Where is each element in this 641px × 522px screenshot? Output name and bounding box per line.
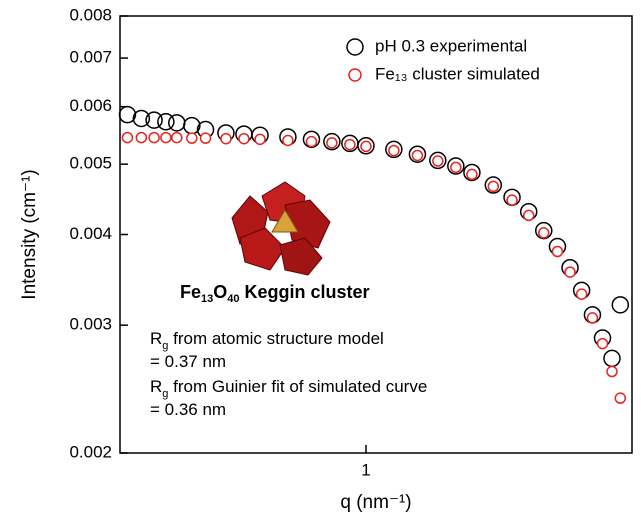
annotation-text: O: [213, 282, 227, 302]
data-point: [122, 133, 132, 143]
data-point: [552, 246, 562, 256]
y-tick-label: 0.007: [69, 48, 112, 67]
data-point: [577, 289, 587, 299]
data-point: [412, 150, 422, 160]
y-tick-label: 0.006: [69, 96, 112, 115]
data-point: [283, 135, 293, 145]
data-point: [136, 133, 146, 143]
data-point: [433, 156, 443, 166]
data-point: [488, 181, 498, 191]
y-tick-label: 0.003: [69, 315, 112, 334]
data-point: [161, 133, 171, 143]
annotation-text: from Guinier fit of simulated curve: [168, 377, 427, 396]
annotation-text: = 0.36 nm: [150, 400, 226, 419]
x-axis-label: q (nm⁻¹): [340, 492, 411, 513]
y-axis-label: Intensity (cm⁻¹): [19, 169, 40, 299]
legend-label: pH 0.3 experimental: [375, 36, 527, 55]
data-point: [524, 210, 534, 220]
data-point: [239, 134, 249, 144]
y-tick-label: 0.005: [69, 154, 112, 173]
data-point: [607, 367, 617, 377]
annotation: Rg from Guinier fit of simulated curve: [150, 377, 427, 399]
legend-marker: [349, 69, 361, 81]
x-tick-label: 1: [361, 460, 370, 479]
annotation-text: from atomic structure model: [168, 329, 383, 348]
legend-marker: [347, 39, 363, 55]
annotation: Rg from atomic structure model: [150, 329, 384, 351]
data-point: [587, 313, 597, 323]
chart: 0.002 0.003 0.004 0.005 0.006 0.007 0.008 1 q (n…: [0, 0, 641, 522]
data-point: [361, 141, 371, 151]
data-point: [565, 267, 575, 277]
y-tick-label: 0.008: [69, 5, 112, 24]
data-point: [169, 115, 185, 131]
data-point: [598, 339, 608, 349]
data-point: [172, 133, 182, 143]
annotation-text: = 0.37 nm: [150, 352, 226, 371]
annotation: = 0.36 nm: [150, 400, 226, 419]
data-point: [507, 195, 517, 205]
data-point: [389, 146, 399, 156]
data-point: [327, 138, 337, 148]
data-point: [306, 137, 316, 147]
annotation-subscript: 13: [201, 293, 213, 305]
data-point: [539, 228, 549, 238]
annotation: Fe13O40 Keggin cluster: [180, 282, 370, 305]
cluster-icon: [232, 182, 330, 275]
annotation: = 0.37 nm: [150, 352, 226, 371]
data-point: [345, 140, 355, 150]
y-tick-label: 0.002: [69, 442, 112, 461]
annotation-text: R: [150, 377, 162, 396]
data-point: [615, 393, 625, 403]
legend-label: Fe₁₃ cluster simulated: [375, 64, 540, 83]
data-point: [221, 134, 231, 144]
data-point: [451, 162, 461, 172]
annotation-text: R: [150, 329, 162, 348]
data-point: [187, 133, 197, 143]
y-tick-label: 0.004: [69, 224, 112, 243]
annotation-text: Fe: [180, 282, 201, 302]
data-point: [604, 350, 620, 366]
data-point: [201, 133, 211, 143]
data-point: [255, 134, 265, 144]
data-point: [612, 297, 628, 313]
data-point: [149, 133, 159, 143]
data-point: [467, 169, 477, 179]
annotation-text: Keggin cluster: [240, 282, 370, 302]
annotation-subscript: 40: [227, 293, 239, 305]
